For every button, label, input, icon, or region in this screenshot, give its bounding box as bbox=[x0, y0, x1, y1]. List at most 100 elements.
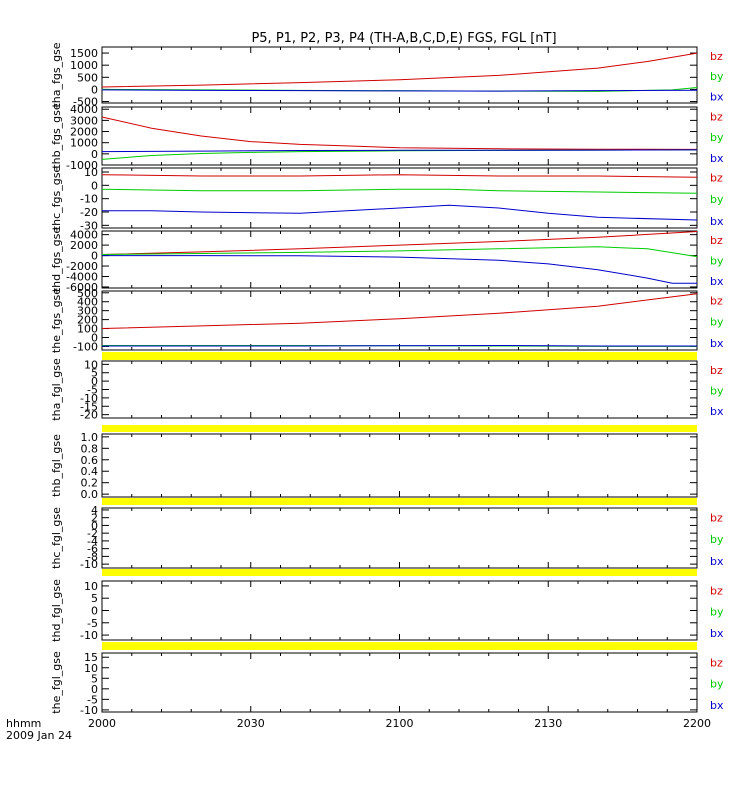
y-tick-label: -10 bbox=[80, 392, 98, 405]
y-tick-label: 5 bbox=[91, 367, 98, 380]
y-tick-label: -10 bbox=[80, 193, 98, 206]
legend-label-by: by bbox=[710, 678, 724, 691]
y-tick-label: -100 bbox=[73, 340, 98, 353]
footer-label-hhmm: hhmm bbox=[6, 717, 41, 730]
y-tick-label: 2000 bbox=[70, 126, 98, 139]
series-line-bz bbox=[101, 293, 698, 329]
data-gap-bar bbox=[102, 425, 697, 432]
series-line-bx bbox=[101, 149, 698, 153]
y-tick-label: 1000 bbox=[70, 59, 98, 72]
y-tick-label: -5 bbox=[87, 693, 98, 706]
y-tick-label: -6000 bbox=[66, 281, 98, 294]
y-tick-label: 10 bbox=[84, 662, 98, 675]
legend-label-bz: bz bbox=[710, 50, 723, 63]
x-tick-label: 2000 bbox=[88, 717, 116, 730]
y-tick-label: 3000 bbox=[70, 114, 98, 127]
y-tick-label: -8 bbox=[87, 550, 98, 563]
time-axis: 2000 2030 2100 2130 2200 bbox=[88, 717, 711, 730]
y-tick-label: 500 bbox=[77, 71, 98, 84]
y-tick-label: -6 bbox=[87, 543, 98, 556]
y-tick-label: 0.8 bbox=[81, 442, 99, 455]
y-tick-label: 4000 bbox=[70, 229, 98, 242]
y-tick-label: 500 bbox=[77, 287, 98, 300]
y-tick-label: 0 bbox=[91, 250, 98, 263]
series-line-bx bbox=[101, 89, 698, 92]
y-tick-label: 0 bbox=[91, 148, 98, 161]
y-tick-label: 0 bbox=[91, 375, 98, 388]
y-axis-label: thb_fgl_gse bbox=[50, 434, 63, 497]
y-tick-label: 100 bbox=[77, 323, 98, 336]
y-axis-label: tha_fgs_gse bbox=[50, 42, 63, 107]
y-axis-label: the_fgs_gse bbox=[50, 288, 63, 353]
legend-label-by: by bbox=[710, 606, 724, 619]
panel-thb_fgl_gse: 1.00.80.60.40.20.0 thb_fgl_gse bbox=[50, 431, 698, 501]
panel-frame bbox=[101, 106, 698, 166]
y-tick-label: 200 bbox=[77, 314, 98, 327]
y-tick-label: 5 bbox=[91, 672, 98, 685]
y-tick-label: 0 bbox=[91, 179, 98, 192]
panel-frame bbox=[101, 580, 698, 641]
legend-label-by: by bbox=[710, 193, 724, 206]
legend-label-bx: bx bbox=[710, 627, 724, 640]
legend-label-by: by bbox=[710, 533, 724, 546]
y-axis-label: thc_fgl_gse bbox=[50, 507, 63, 569]
panel-frame bbox=[101, 652, 698, 713]
y-tick-label: -20 bbox=[80, 409, 98, 422]
legend-label-bz: bz bbox=[710, 364, 723, 377]
y-tick-label: -500 bbox=[73, 96, 98, 109]
y-tick-label: 4 bbox=[91, 504, 98, 517]
y-tick-label: 10 bbox=[84, 358, 98, 371]
y-tick-label: 0 bbox=[91, 331, 98, 344]
x-tick-label: 2200 bbox=[683, 717, 711, 730]
panel-frame bbox=[101, 167, 698, 229]
y-tick-label: -2000 bbox=[66, 260, 98, 273]
chart-title: P5, P1, P2, P3, P4 (TH-A,B,C,D,E) FGS, F… bbox=[251, 31, 556, 46]
y-tick-label: 4000 bbox=[70, 103, 98, 116]
y-tick-label: 10 bbox=[84, 166, 98, 179]
y-tick-label: 400 bbox=[77, 296, 98, 309]
panel-frame bbox=[101, 507, 698, 569]
y-tick-label: -10 bbox=[80, 558, 98, 571]
y-tick-label: -5 bbox=[87, 617, 98, 630]
y-tick-label: -1000 bbox=[66, 159, 98, 172]
data-gap-bar bbox=[102, 498, 697, 505]
y-tick-label: 2 bbox=[91, 512, 98, 525]
y-tick-label: -10 bbox=[80, 704, 98, 717]
y-tick-label: 10 bbox=[84, 580, 98, 593]
series-line-bz bbox=[101, 116, 698, 150]
legend-label-by: by bbox=[710, 316, 724, 329]
y-axis-label: thc_fgs_gse bbox=[50, 166, 63, 231]
legend-label-bx: bx bbox=[710, 405, 724, 418]
y-tick-label: -10 bbox=[80, 629, 98, 642]
footer-label-date: 2009 Jan 24 bbox=[6, 729, 72, 742]
series-line-by bbox=[101, 246, 698, 258]
legend-label-bx: bx bbox=[710, 555, 724, 568]
y-tick-label: -30 bbox=[80, 219, 98, 232]
legend-label-bx: bx bbox=[710, 275, 724, 288]
series-line-bx bbox=[102, 344, 697, 347]
series-line-bx bbox=[102, 204, 698, 221]
legend-label-by: by bbox=[710, 385, 724, 398]
legend-label-bz: bz bbox=[710, 294, 723, 307]
y-tick-label: 5 bbox=[91, 592, 98, 605]
panel-thc_fgl_gse: 420-2-4-6-8-10 thc_fgl_gse bz by bx bbox=[50, 504, 724, 571]
y-tick-label: -15 bbox=[80, 400, 98, 413]
series-line-bz bbox=[101, 174, 698, 178]
legend-label-bz: bz bbox=[710, 234, 723, 247]
y-tick-label: 1.0 bbox=[81, 431, 99, 444]
y-tick-label: 300 bbox=[77, 305, 98, 318]
y-tick-label: 0 bbox=[91, 683, 98, 696]
y-tick-label: 0.6 bbox=[81, 454, 99, 467]
y-tick-label: -5 bbox=[87, 384, 98, 397]
series-line-bz bbox=[101, 52, 698, 88]
y-axis-label: the_fgl_gse bbox=[50, 651, 63, 714]
y-tick-label: 0.0 bbox=[81, 488, 99, 501]
